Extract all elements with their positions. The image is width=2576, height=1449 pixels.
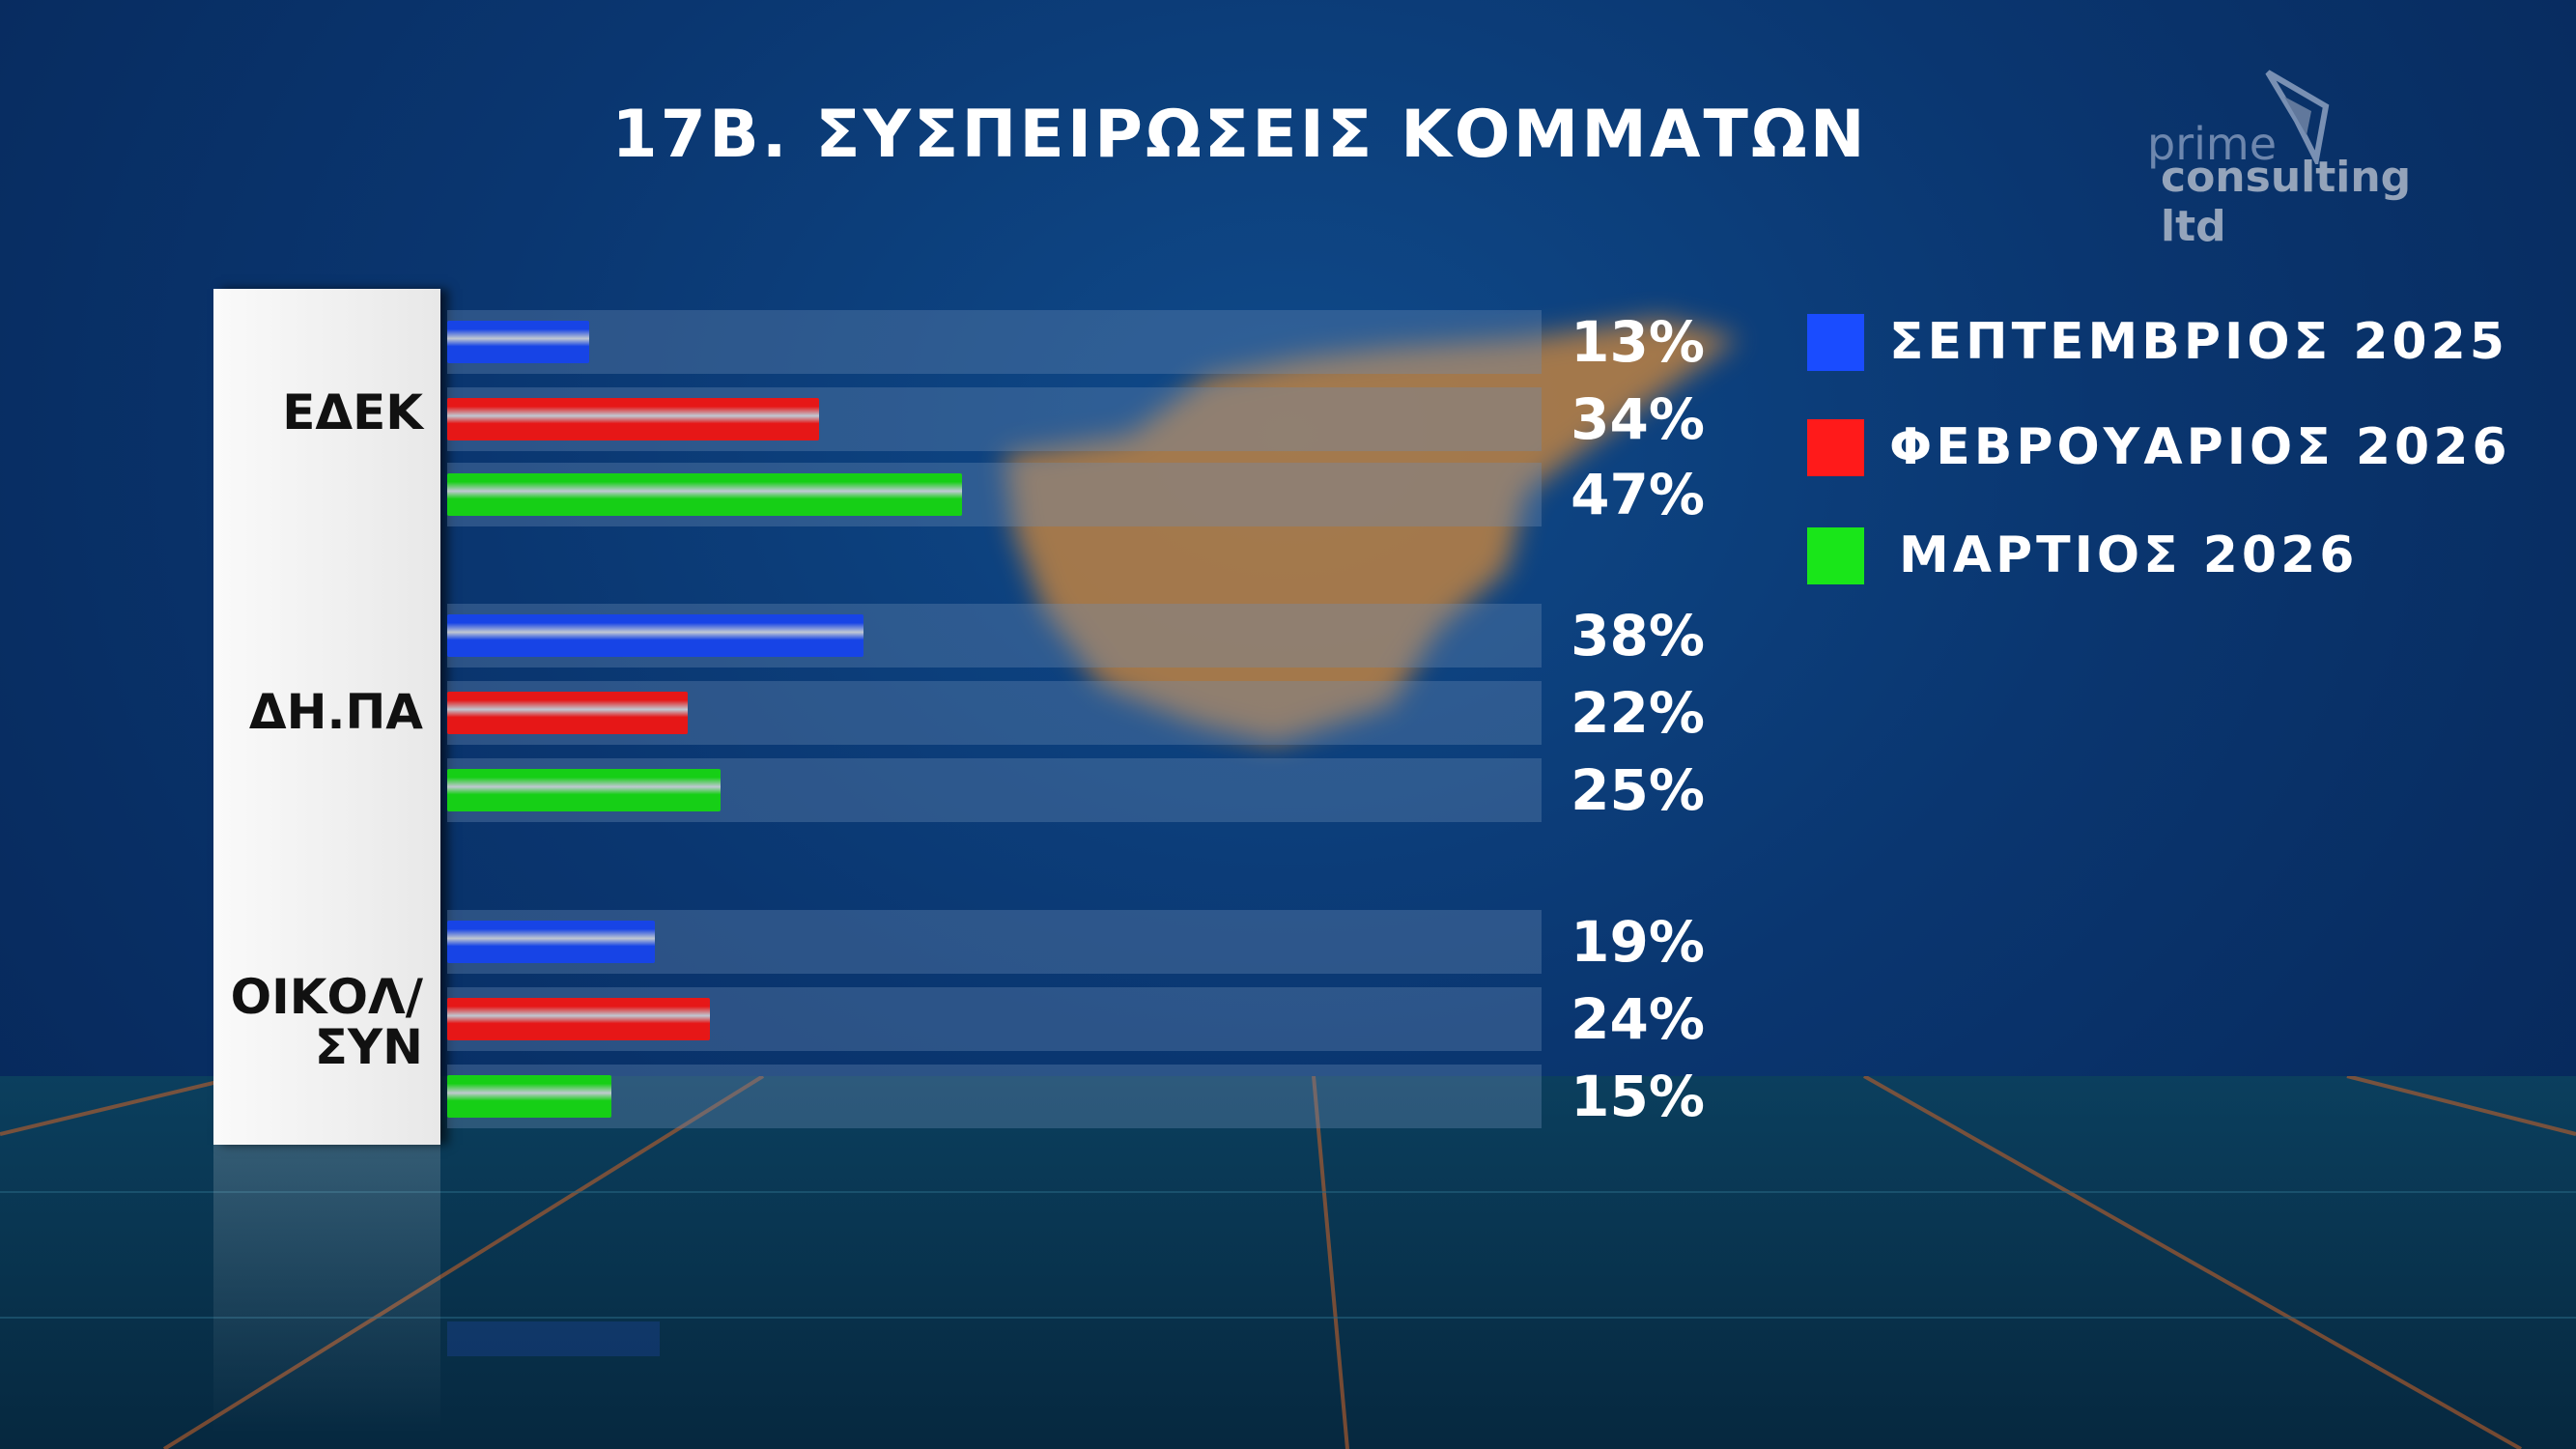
data-label: 34% [1571, 386, 1705, 452]
bar-category-1-series-2 [447, 398, 820, 440]
data-label: 22% [1571, 680, 1705, 746]
logo-text-prime: prime [2147, 118, 2278, 170]
data-label: 15% [1571, 1064, 1705, 1129]
prime-consulting-logo: prime consulting ltd [2139, 68, 2458, 251]
bar-category-1-series-1 [447, 321, 590, 363]
data-label: 13% [1571, 309, 1705, 375]
data-label: 24% [1571, 986, 1705, 1052]
category-label-line: ΣΥΝ [314, 1019, 423, 1075]
bar-category-3-series-3 [447, 1075, 611, 1118]
legend-label: ΣΕΠΤΕΜΒΡΙΟΣ 2025 [1889, 313, 2508, 371]
category-label-panel: ΕΔΕΚ ΔΗ.ΠΑ ΟΙΚΟΛ/ΣΥΝ [213, 289, 440, 1145]
category-label-line: ΕΔΕΚ [282, 384, 423, 440]
cyprus-map-background [1005, 319, 1739, 744]
category-label: ΔΗ.ΠΑ [249, 687, 423, 737]
legend-swatch [1807, 527, 1864, 584]
legend-swatch [1807, 314, 1864, 371]
chart-title: 17B. ΣΥΣΠΕΙΡΩΣΕΙΣ ΚΟΜΜΑΤΩΝ [611, 97, 1868, 173]
bar-category-2-series-1 [447, 614, 863, 657]
logo-star-icon [2265, 70, 2330, 164]
bar-category-1-series-3 [447, 473, 962, 516]
bar-category-2-series-2 [447, 692, 689, 734]
data-label: 38% [1571, 603, 1705, 668]
bar-reflection [447, 1321, 660, 1356]
bar-category-3-series-2 [447, 998, 710, 1040]
bar-category-2-series-3 [447, 769, 722, 811]
category-label-line: ΔΗ.ΠΑ [248, 684, 423, 740]
bar-category-3-series-1 [447, 921, 656, 963]
legend-label: ΜΑΡΤΙΟΣ 2026 [1899, 526, 2359, 584]
category-label: ΟΙΚΟΛ/ΣΥΝ [231, 972, 423, 1072]
bar-track [447, 310, 1542, 374]
category-label-line: ΟΙΚΟΛ/ [230, 969, 423, 1025]
data-label: 25% [1571, 757, 1705, 823]
legend-swatch [1807, 419, 1864, 476]
data-label: 19% [1571, 909, 1705, 975]
logo-text-consulting: consulting ltd [2161, 153, 2412, 251]
legend-label: ΦΕΒΡΟΥΑΡΙΟΣ 2026 [1889, 418, 2511, 476]
category-label: ΕΔΕΚ [282, 387, 423, 438]
bar-track [447, 1065, 1542, 1128]
data-label: 47% [1571, 462, 1705, 527]
panel-reflection [213, 1145, 440, 1435]
